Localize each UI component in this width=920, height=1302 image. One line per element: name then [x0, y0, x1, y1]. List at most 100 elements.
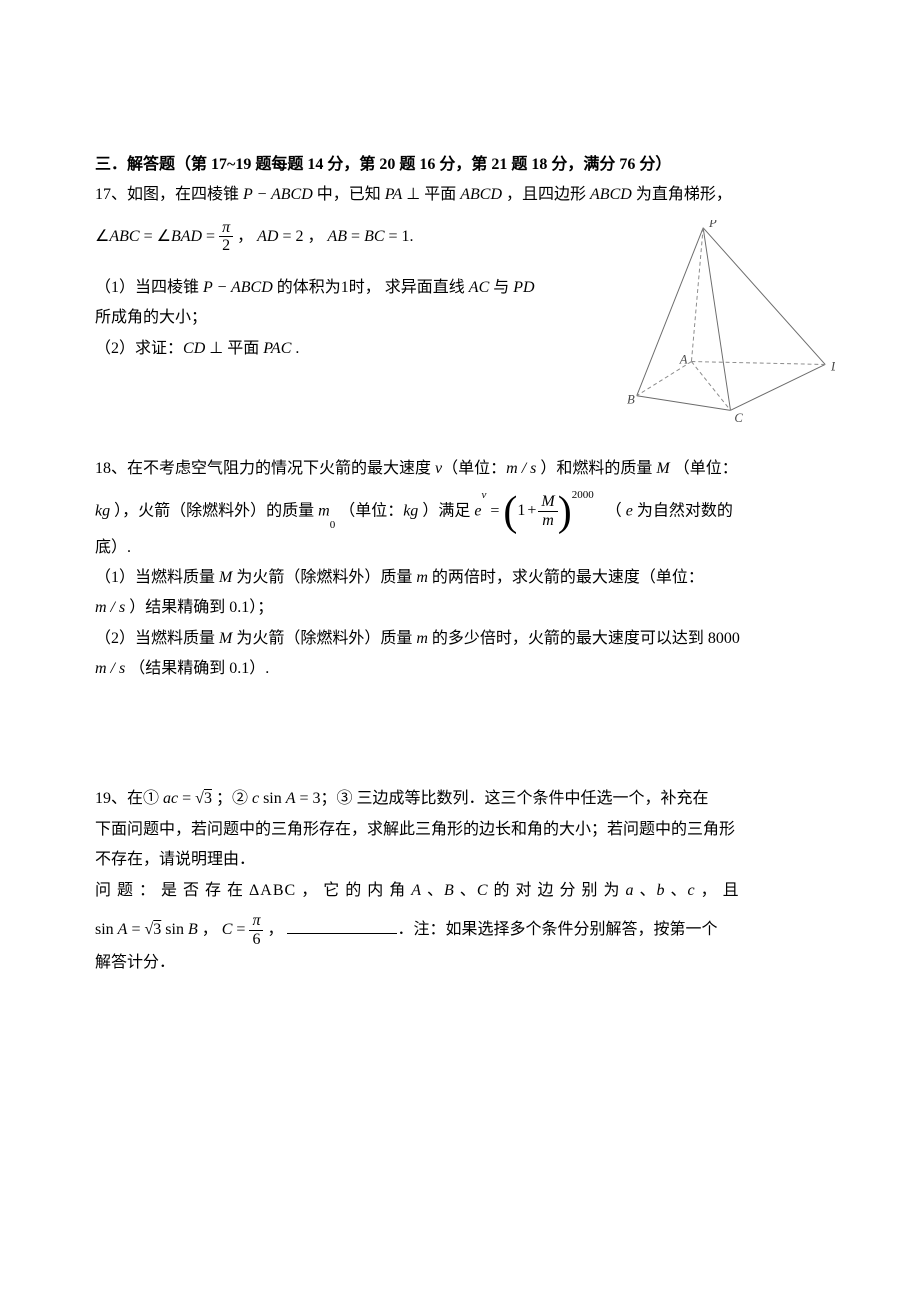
q19-line1: 19、在① ac = √3 ；② c sin A = 3；③ 三边成等比数列．这… — [95, 784, 825, 814]
q18p2d: （结果精确到 0.1）. — [125, 660, 269, 677]
q18p2c: 的多少倍时，火箭的最大速度可以达到 8000 — [428, 630, 740, 647]
sym-tri: ΔABC — [249, 882, 296, 899]
sym-e: e — [474, 502, 481, 519]
q18p1a: （1）当燃料质量 — [95, 569, 219, 586]
sqrt3val: 3 — [204, 790, 212, 807]
q17-part1-line2: 所成角的大小； — [95, 303, 615, 333]
sym-M3: M — [219, 630, 232, 647]
q17-text-a: 17、如图，在四棱锥 — [95, 186, 243, 203]
q19ab: ， 它 的 内 角 — [296, 882, 411, 899]
sqrt3-1: √3 — [195, 790, 212, 807]
eq-sa: = — [127, 921, 144, 938]
q18p1b: 为火箭（除燃料外）质量 — [232, 569, 416, 586]
sym-abcd: ABCD — [460, 186, 502, 203]
q19ib: ；② — [212, 790, 252, 807]
section-heading: 三．解答题（第 17~19 题每题 14 分，第 20 题 16 分，第 21 … — [95, 150, 825, 180]
q17p1b: 的体积为1时， 求异面直线 — [273, 279, 469, 296]
svg-text:P: P — [708, 220, 717, 230]
sqrt3-2: √3 — [144, 921, 161, 938]
sym-M: M — [656, 460, 669, 477]
sym-ab: AB — [327, 228, 347, 245]
q17-subparts: （1）当四棱锥 P − ABCD 的体积为1时， 求异面直线 AC 与 PD 所… — [95, 273, 615, 364]
pyramid-figure: PABCD — [625, 220, 835, 425]
sym-pac: PAC — [263, 340, 291, 357]
sym-c2: c — [688, 882, 696, 899]
q18-line2: kg ），火箭（除燃料外）的质量 m0 （单位：kg ）满足 ev = (1+M… — [95, 491, 825, 533]
den-6: 6 — [249, 931, 263, 949]
sym-B2: B — [188, 921, 198, 938]
svg-text:A: A — [679, 353, 688, 367]
q18p1d: ）结果精确到 0.1）； — [125, 599, 273, 616]
sym-p-abcd-2: P − ABCD — [203, 279, 273, 296]
q18ia: 18、在不考虑空气阻力的情况下火箭的最大速度 — [95, 460, 435, 477]
q17-text-b: 中，已知 — [313, 186, 385, 203]
fill-blank[interactable] — [287, 918, 397, 933]
q19-line3: 不存在，请说明理由． — [95, 845, 825, 875]
sym-M2: M — [219, 569, 232, 586]
sym-kg2: kg — [403, 502, 418, 519]
svg-text:C: C — [734, 411, 743, 425]
val1: = 1 — [385, 228, 410, 245]
sym-abc: ABC — [109, 228, 139, 245]
q17p1c: 与 — [489, 279, 513, 296]
sym-A3: A — [118, 921, 128, 938]
sym-kg: kg — [95, 502, 110, 519]
eq1: = — [140, 228, 157, 245]
sym-pa: PA — [385, 186, 402, 203]
q18ii: 为自然对数的 — [633, 502, 733, 519]
q17p1d: 所成角的大小； — [95, 309, 207, 326]
sub0: 0 — [330, 519, 336, 531]
sym-ms3: m / s — [95, 660, 125, 677]
numM: M — [538, 493, 557, 512]
q19ia: 19、在① — [95, 790, 163, 807]
q17-text-e: 为直角梯形， — [632, 186, 732, 203]
paren-content: 1+Mm — [517, 493, 557, 529]
eq3: = — [347, 228, 364, 245]
question-17: 17、如图，在四棱锥 P − ABCD 中，已知 PA ⊥ 平面 ABCD ，且… — [95, 180, 825, 364]
q18-part2: （2）当燃料质量 M 为火箭（除燃料外）质量 m 的多少倍时，火箭的最大速度可以… — [95, 624, 825, 654]
question-18: 18、在不考虑空气阻力的情况下火箭的最大速度 v（单位：m / s ）和燃料的质… — [95, 454, 825, 684]
comma1: ， — [233, 228, 253, 245]
q19l2e: 解答计分． — [95, 954, 175, 971]
sym-m0: m — [318, 502, 330, 519]
sin1: sin — [263, 790, 282, 807]
q17p1a: （1）当四棱锥 — [95, 279, 203, 296]
sym-A2: A — [411, 882, 422, 899]
sym-ac: AC — [469, 279, 489, 296]
angle-sign-2: ∠ — [157, 228, 171, 245]
q18-line3: 底）. — [95, 533, 825, 563]
sym-A: A — [286, 790, 296, 807]
rparen-icon: ) — [558, 491, 572, 533]
sym-p-abcd: P − ABCD — [243, 186, 313, 203]
sym-b: b — [657, 882, 666, 899]
sin2: sin — [95, 921, 118, 938]
q18-part2-line2: m / s （结果精确到 0.1）. — [95, 654, 825, 684]
q19l2d: ．注：如果选择多个条件分别解答，按第一个 — [397, 921, 717, 938]
frac-pi-6: π6 — [249, 912, 263, 948]
sym-ms: m / s — [506, 460, 536, 477]
frac-pi-2: π2 — [219, 219, 233, 255]
q18p1c: 的两倍时，求火箭的最大速度（单位： — [428, 569, 704, 586]
sym-a: a — [626, 882, 635, 899]
q17p2a: （2）求证： — [95, 340, 183, 357]
q19id: 下面问题中，若问题中的三角形存在，求解此三角形的边长和角的大小；若问题中的三角形 — [95, 821, 735, 838]
sym-ms2: m / s — [95, 599, 125, 616]
q18ic: ）和燃料的质量 — [536, 460, 656, 477]
sym-B: B — [444, 882, 455, 899]
q17-part1: （1）当四棱锥 P − ABCD 的体积为1时， 求异面直线 AC 与 PD — [95, 273, 615, 303]
q19-ask-line2: sin A = √3 sin B ， C = π6 ， ．注：如果选择多个条件分… — [95, 912, 825, 948]
sym-cd: CD — [183, 340, 205, 357]
sym-ac2: ac — [163, 790, 178, 807]
num-pi: π — [219, 219, 233, 238]
q17-part2: （2）求证：CD ⊥ 平面 PAC . — [95, 334, 615, 364]
section-heading-text: 三．解答题（第 17~19 题每题 14 分，第 20 题 16 分，第 21 … — [95, 156, 671, 173]
angle-sign-1: ∠ — [95, 228, 109, 245]
period1: . — [410, 228, 414, 245]
q18ih: （ — [606, 502, 626, 519]
num-pi2: π — [249, 912, 263, 931]
eq3v: = 3 — [296, 790, 321, 807]
q18ig: ）满足 — [418, 502, 474, 519]
exp2000: 2000 — [572, 489, 594, 501]
q19-ask-line1: 问 题 ： 是 否 存 在 ΔABC ， 它 的 内 角 A 、B 、C 的 对… — [95, 876, 825, 906]
q18-part1-line2: m / s ）结果精确到 0.1）； — [95, 593, 825, 623]
